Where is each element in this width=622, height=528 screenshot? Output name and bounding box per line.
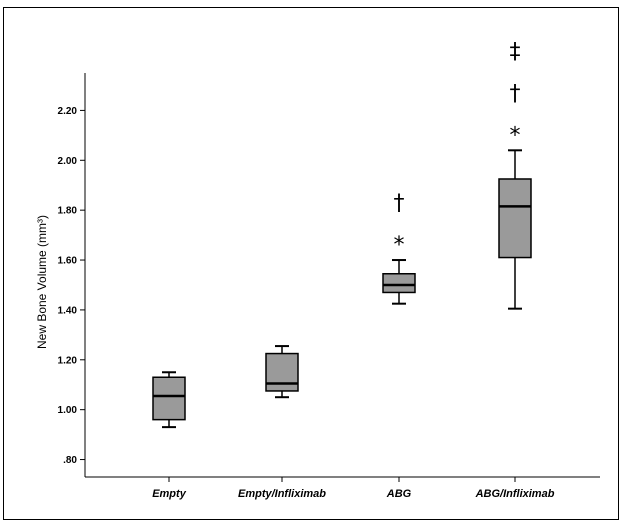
box-iqr [152, 376, 186, 421]
box-iqr [265, 352, 299, 392]
y-tick-label: 2.00 [58, 156, 78, 167]
y-tick-label: 1.60 [58, 256, 78, 267]
asterisk-annotation: * [394, 233, 405, 258]
x-tick-label: ABG/Infliximab [475, 488, 555, 500]
dagger-annotation: † [510, 81, 521, 106]
asterisk-annotation: * [510, 123, 521, 148]
outer-border [3, 7, 619, 520]
box-iqr [498, 178, 532, 259]
y-axis-title: New Bone Volume (mm³) [35, 215, 49, 349]
plot-area: .80 1.00 1.20 1.40 1.60 1.80 2.00 2.20 Empty Empt… [58, 39, 600, 500]
box-iqr [382, 273, 416, 294]
x-tick-label: Empty [152, 488, 187, 500]
y-tick-label: 1.00 [58, 405, 78, 416]
x-tick-label: Empty/Infliximab [238, 488, 326, 500]
y-tick-label: 1.80 [58, 206, 78, 217]
y-tick-label: 1.40 [58, 305, 78, 316]
y-tick-label: 2.20 [58, 106, 78, 117]
y-tick-label: .80 [63, 455, 77, 466]
dagger-annotation: † [394, 191, 405, 216]
x-tick-label: ABG [386, 488, 412, 500]
y-tick-label: 1.20 [58, 355, 78, 366]
dagger-annotation: ‡ [510, 39, 521, 64]
